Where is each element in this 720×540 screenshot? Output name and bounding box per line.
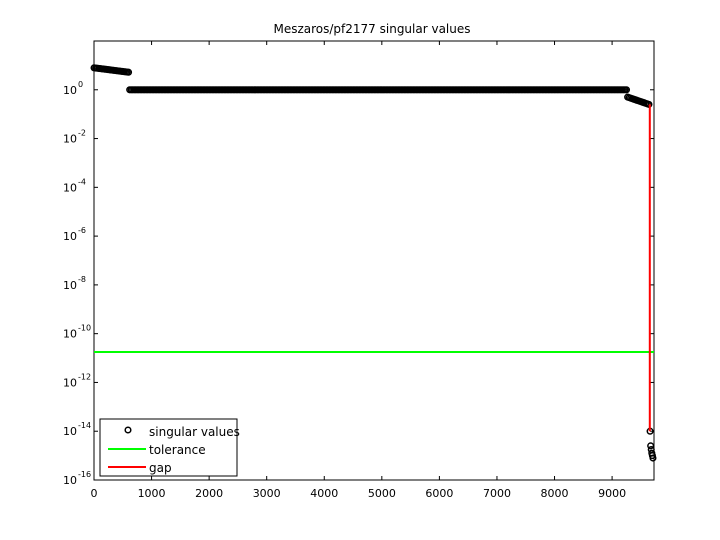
x-tick-label: 5000: [368, 487, 396, 500]
x-tick-label: 1000: [138, 487, 166, 500]
y-tick-exponent: -8: [78, 275, 86, 284]
y-tick-exponent: 0: [78, 80, 83, 89]
x-tick-label: 0: [91, 487, 98, 500]
x-tick-label: 2000: [195, 487, 223, 500]
y-tick-label: 10: [63, 133, 77, 146]
y-tick-exponent: -2: [78, 129, 86, 138]
legend-marker-singular-values: [124, 426, 132, 434]
y-tick-label: 10: [63, 181, 77, 194]
y-tick-exponent: -16: [78, 470, 91, 479]
x-tick-label: 7000: [483, 487, 511, 500]
y-tick-label: 10: [63, 425, 77, 438]
data-point: [649, 454, 657, 462]
y-tick-exponent: -4: [78, 177, 86, 186]
y-tick-exponent: -10: [78, 324, 91, 333]
y-tick-label: 10: [63, 376, 77, 389]
legend: singular values tolerance gap: [99, 418, 240, 477]
x-tick-label: 9000: [598, 487, 626, 500]
data-point: [647, 442, 655, 450]
x-tick-label: 6000: [425, 487, 453, 500]
plot-area: [90, 64, 657, 462]
x-tick-label: 4000: [310, 487, 338, 500]
y-tick-label: 10: [63, 279, 77, 292]
chart-title: Meszaros/pf2177 singular values: [273, 22, 470, 36]
legend-label-gap: gap: [149, 461, 172, 475]
x-axis: 0 1000 2000 3000 4000 5000 6000 7000 8000 9000: [91, 41, 626, 500]
legend-label-tolerance: tolerance: [149, 443, 206, 457]
y-tick-label: 10: [63, 474, 77, 487]
legend-label-singular-values: singular values: [149, 425, 240, 439]
y-tick-exponent: -14: [78, 421, 91, 430]
y-tick-label: 10: [63, 84, 77, 97]
y-tick-label: 10: [63, 230, 77, 243]
y-tick-exponent: -6: [78, 226, 86, 235]
data-point: [124, 68, 133, 76]
y-tick-label: 10: [63, 328, 77, 341]
x-tick-label: 3000: [253, 487, 281, 500]
plot-frame: [93, 40, 655, 481]
x-tick-label: 8000: [541, 487, 569, 500]
y-tick-exponent: -12: [78, 372, 91, 381]
data-point: [622, 86, 631, 94]
